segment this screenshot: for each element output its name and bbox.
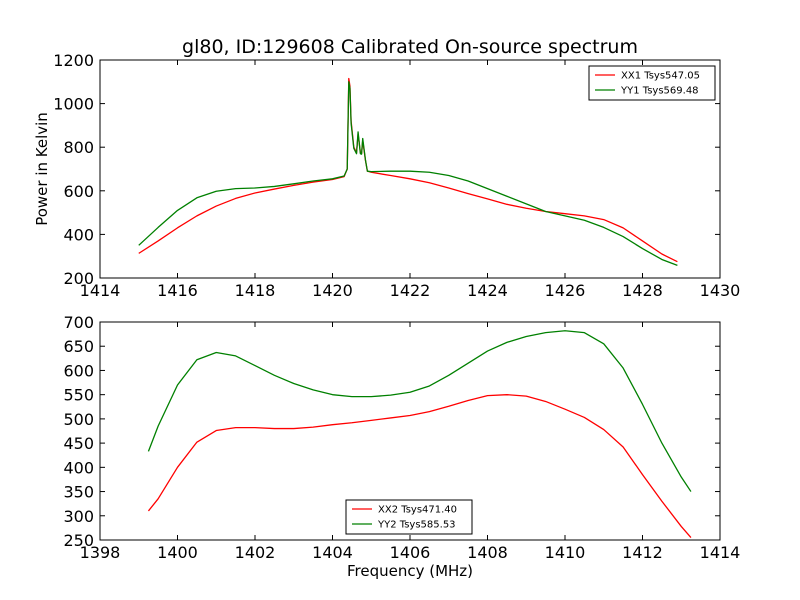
bottom-y-tick-label: 250 <box>63 531 94 550</box>
bottom-x-tick-label: 1412 <box>622 543 663 562</box>
bottom-y-tick-label: 700 <box>63 313 94 332</box>
bottom-series-2-line <box>147 330 692 492</box>
bottom-legend-label: XX2 Tsys471.40 <box>378 505 457 516</box>
chart-title: gl80, ID:129608 Calibrated On-source spe… <box>182 36 638 58</box>
bottom-series-1-line <box>147 394 692 539</box>
bottom-x-tick-label: 1398 <box>80 543 121 562</box>
top-y-tick-label: 400 <box>63 225 94 244</box>
top-y-tick-label: 800 <box>63 138 94 157</box>
bottom-y-tick-label: 550 <box>63 386 94 405</box>
top-y-axis-label: Power in Kelvin <box>33 112 51 226</box>
bottom-x-tick-label: 1408 <box>467 543 508 562</box>
bottom-y-tick-label: 300 <box>63 507 94 526</box>
bottom-legend-label: YY2 Tsys585.53 <box>377 520 456 531</box>
top-x-tick-label: 1418 <box>235 281 276 300</box>
top-panel: 1414 1416 1418 1420 1422 1424 1426 1428 1430 200 4… <box>33 51 740 300</box>
top-series-1-line <box>138 77 678 263</box>
bottom-y-tick-label: 600 <box>63 361 94 380</box>
top-x-tick-label: 1422 <box>390 281 431 300</box>
bottom-y-tick-label: 450 <box>63 434 94 453</box>
top-x-tick-label: 1426 <box>545 281 586 300</box>
top-x-tick-label: 1430 <box>700 281 741 300</box>
bottom-legend <box>345 499 473 535</box>
top-legend-label: YY1 Tsys569.48 <box>620 86 699 97</box>
top-x-tick-label: 1428 <box>622 281 663 300</box>
top-x-tick-label: 1420 <box>312 281 353 300</box>
bottom-y-tick-label: 350 <box>63 483 94 502</box>
top-y-tick-label: 200 <box>63 269 94 288</box>
bottom-y-tick-label: 500 <box>63 410 94 429</box>
bottom-panel: 1398 1400 1402 1404 1406 1408 1410 1412 1414 250 3… <box>63 313 740 580</box>
top-series-2-line <box>138 81 678 266</box>
bottom-x-axis-label: Frequency (MHz) <box>347 562 473 580</box>
bottom-x-tick-label: 1406 <box>390 543 431 562</box>
bottom-y-tick-label: 400 <box>63 458 94 477</box>
bottom-x-tick-label: 1404 <box>312 543 353 562</box>
bottom-x-tick-label: 1414 <box>700 543 741 562</box>
bottom-x-tick-label: 1410 <box>545 543 586 562</box>
bottom-x-tick-label: 1400 <box>157 543 198 562</box>
top-x-tick-label: 1424 <box>467 281 508 300</box>
top-x-tick-label: 1414 <box>80 281 121 300</box>
top-y-tick-label: 1000 <box>53 95 94 114</box>
top-x-tick-label: 1416 <box>157 281 198 300</box>
top-legend <box>588 65 716 101</box>
bottom-y-tick-label: 650 <box>63 337 94 356</box>
top-y-tick-label: 1200 <box>53 51 94 70</box>
top-y-tick-label: 600 <box>63 182 94 201</box>
bottom-x-tick-label: 1402 <box>235 543 276 562</box>
top-legend-label: XX1 Tsys547.05 <box>621 71 700 82</box>
